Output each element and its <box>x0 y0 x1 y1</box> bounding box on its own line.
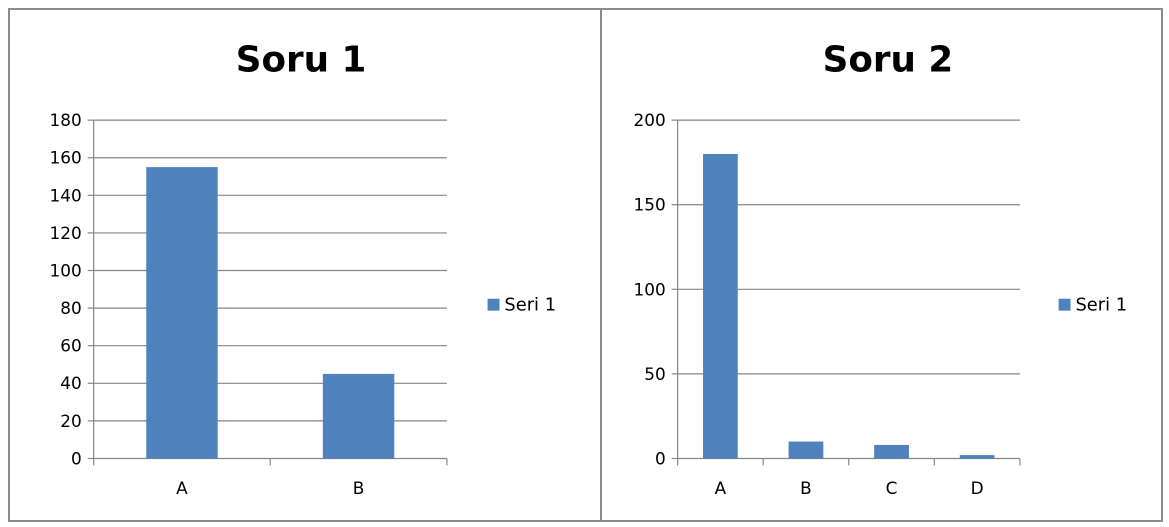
chart-svg: Soru 1 0 20 40 60 80 100 120 140 160 180 A B Seri 1 <box>50 40 556 499</box>
y-tick-label: 60 <box>60 336 81 356</box>
chart-svg: Soru 2 0 50 100 150 200 A B C D Seri 1 <box>634 40 1128 499</box>
legend-swatch <box>487 298 500 311</box>
y-tick-label: 140 <box>50 185 82 205</box>
legend-label: Seri 1 <box>1075 295 1127 316</box>
x-tick-label: A <box>715 478 727 498</box>
y-tick-label: 100 <box>634 279 666 299</box>
x-tick-label: B <box>800 478 812 498</box>
x-tick-label: B <box>353 478 365 498</box>
legend-label: Seri 1 <box>504 295 556 316</box>
bar-a <box>703 153 738 459</box>
y-tick-label: 180 <box>50 110 82 130</box>
bar-d <box>959 455 995 459</box>
chart-panel-soru-2: Soru 2 0 50 100 150 200 A B C D Seri 1 <box>600 8 1163 522</box>
y-tick-label: 100 <box>50 260 82 280</box>
y-tick-label: 200 <box>634 110 666 130</box>
y-tick-label: 160 <box>50 148 82 168</box>
bar-c <box>874 444 909 459</box>
legend-swatch <box>1058 298 1071 311</box>
bar-a <box>146 167 218 459</box>
x-tick-label: D <box>971 478 984 498</box>
chart-panel-soru-1: Soru 1 0 20 40 60 80 100 120 140 160 180 A B Seri 1 <box>8 8 602 522</box>
bar-b <box>788 441 824 459</box>
y-tick-label: 0 <box>71 448 82 468</box>
y-tick-label: 40 <box>60 373 81 393</box>
y-tick-label: 20 <box>60 411 81 431</box>
y-tick-label: 0 <box>655 448 666 468</box>
chart-title: Soru 2 <box>823 40 954 81</box>
y-tick-label: 150 <box>634 195 666 215</box>
x-tick-label: A <box>176 478 188 498</box>
bar-b <box>322 373 395 459</box>
x-tick-label: C <box>886 478 898 498</box>
y-tick-label: 120 <box>50 223 82 243</box>
chart-title: Soru 1 <box>236 40 367 81</box>
y-tick-label: 50 <box>644 364 665 384</box>
y-tick-label: 80 <box>60 298 81 318</box>
